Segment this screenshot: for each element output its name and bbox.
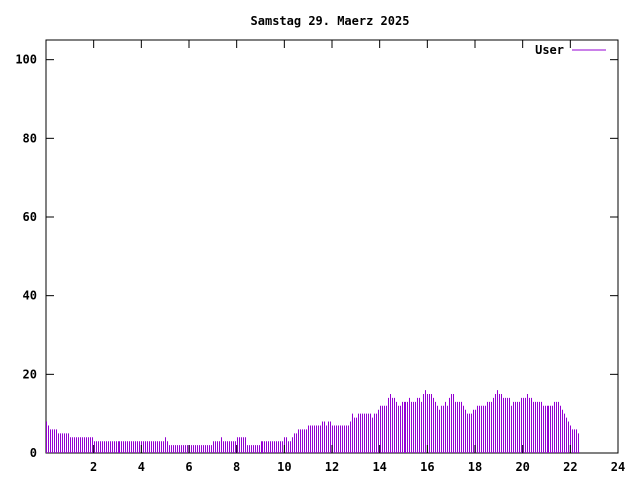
- x-tick-label: 20: [515, 460, 529, 474]
- x-axis: 2 4 6 8 10 12 14 16 18 20 22 24: [90, 40, 625, 474]
- y-tick-label: 60: [23, 210, 37, 224]
- x-tick-label: 14: [372, 460, 386, 474]
- y-tick-label: 40: [23, 289, 37, 303]
- y-tick-label: 80: [23, 131, 37, 145]
- x-tick-label: 10: [277, 460, 291, 474]
- y-tick-label: 20: [23, 367, 37, 381]
- x-tick-label: 16: [420, 460, 434, 474]
- x-tick-label: 8: [233, 460, 240, 474]
- x-tick-label: 2: [90, 460, 97, 474]
- y-tick-label: 100: [15, 53, 37, 67]
- x-tick-label: 18: [468, 460, 482, 474]
- x-tick-label: 24: [611, 460, 625, 474]
- x-tick-label: 22: [563, 460, 577, 474]
- y-tick-label: 0: [30, 446, 37, 460]
- y-axis: 0 20 40 60 80 100: [15, 53, 618, 460]
- x-tick-label: 6: [185, 460, 192, 474]
- legend: User: [535, 43, 606, 57]
- x-tick-label: 4: [138, 460, 145, 474]
- legend-label: User: [535, 43, 564, 57]
- x-tick-label: 12: [325, 460, 339, 474]
- plot-border: [45, 39, 619, 454]
- bar-group: [46, 390, 579, 453]
- chart-title: Samstag 29. Maerz 2025: [251, 14, 410, 28]
